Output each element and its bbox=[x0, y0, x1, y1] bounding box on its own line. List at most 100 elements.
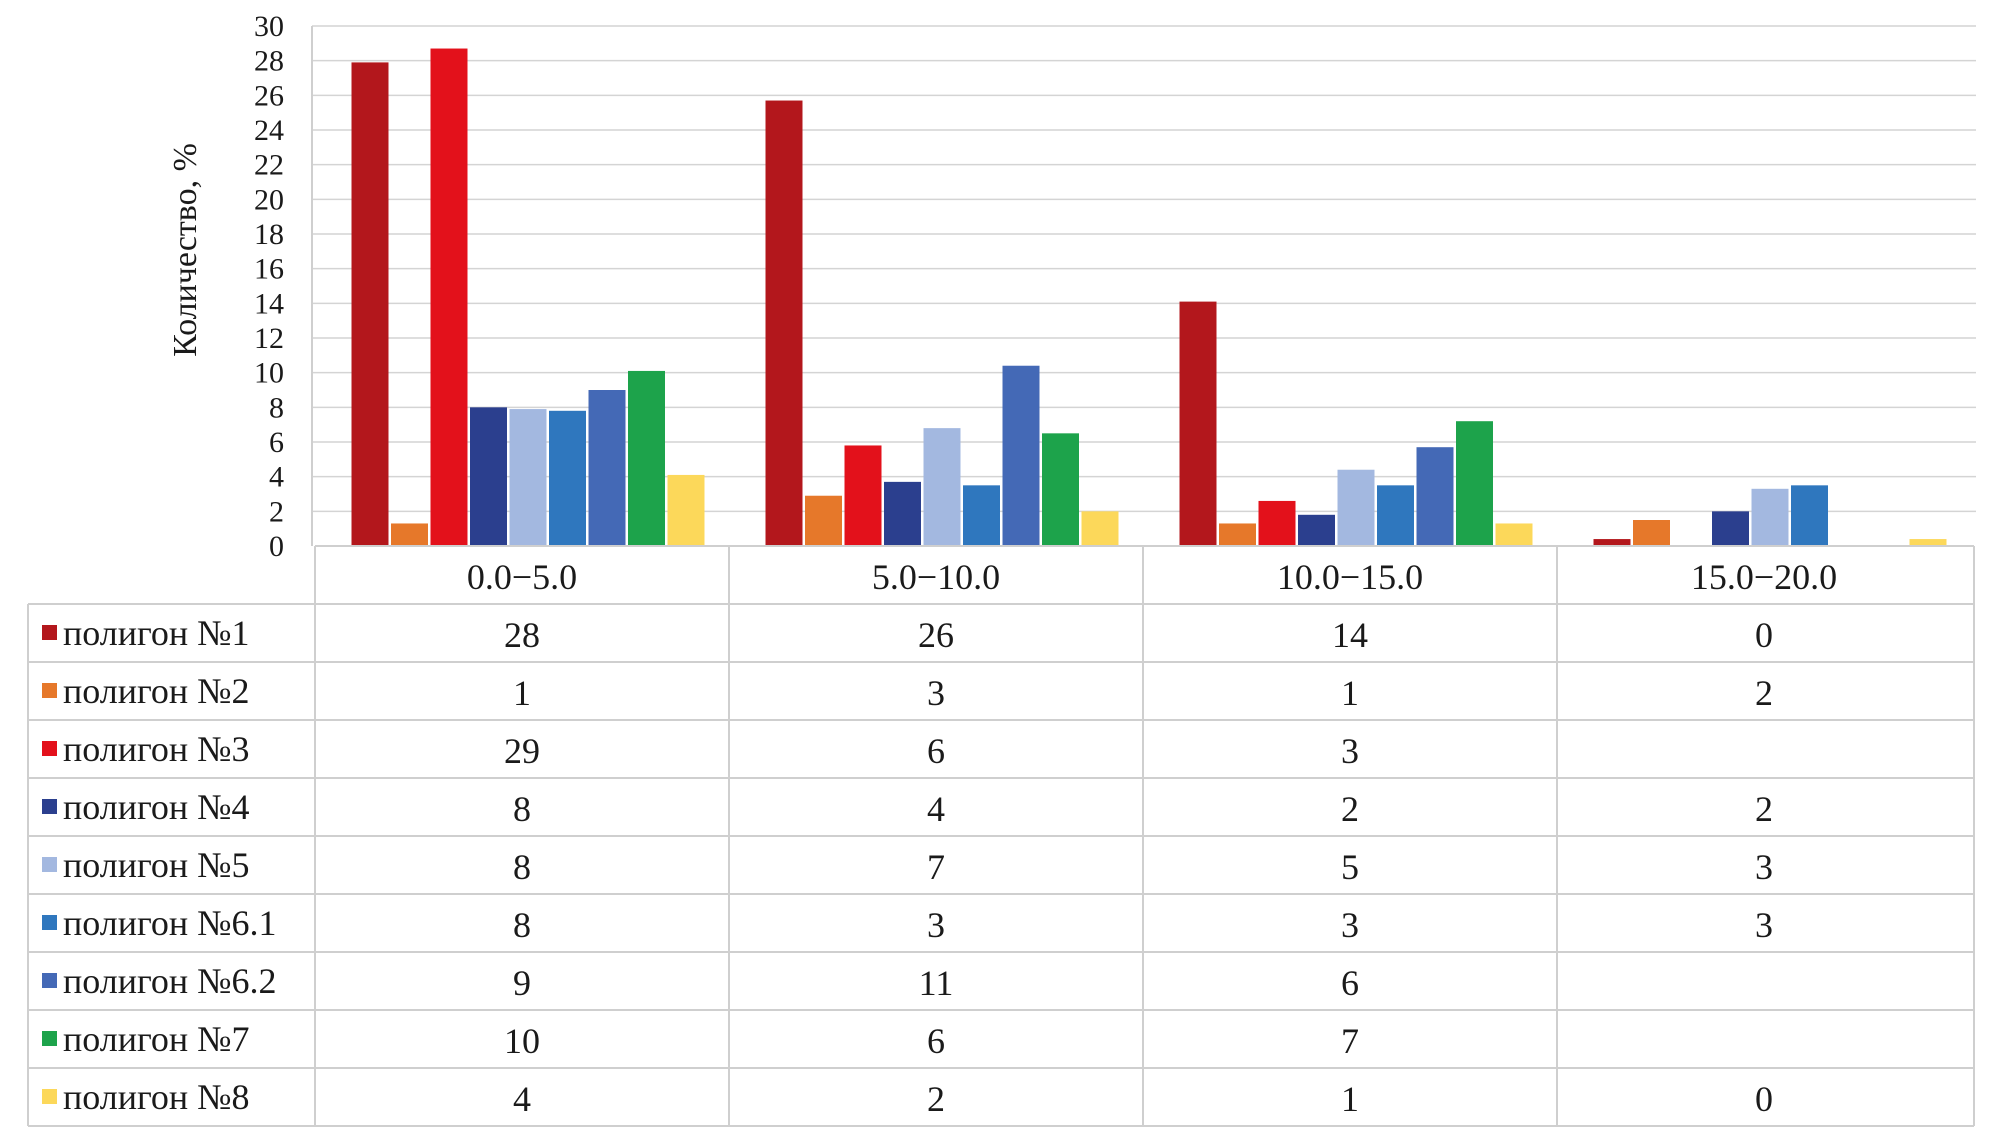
data-label: 2 bbox=[927, 1079, 945, 1119]
bar-8-10-0-15-0 bbox=[1495, 523, 1533, 546]
data-label: 8 bbox=[513, 905, 531, 945]
data-label: 3 bbox=[1341, 731, 1359, 771]
bar-5-10-0-15-0 bbox=[1337, 469, 1375, 546]
bar-2-10-0-15-0 bbox=[1219, 523, 1256, 546]
data-label: 0 bbox=[1755, 615, 1773, 655]
legend-swatch bbox=[42, 857, 57, 872]
bar-1-0-0-5-0 bbox=[351, 62, 389, 547]
legend-swatch bbox=[42, 625, 57, 640]
bar-6-1-10-0-15-0 bbox=[1377, 485, 1414, 546]
legend-swatch bbox=[42, 915, 57, 930]
data-label: 4 bbox=[513, 1079, 531, 1119]
data-label: 0 bbox=[1755, 1079, 1773, 1119]
y-tick-label: 26 bbox=[254, 79, 284, 112]
data-label: 9 bbox=[513, 963, 531, 1003]
data-label: 3 bbox=[1341, 905, 1359, 945]
y-axis-label: Количество, % bbox=[167, 143, 204, 357]
y-tick-label: 6 bbox=[269, 426, 284, 459]
legend-label: полигон №8 bbox=[63, 1077, 250, 1117]
bar-6-2-5-0-10-0 bbox=[1002, 365, 1040, 546]
data-label: 10 bbox=[504, 1021, 540, 1061]
bar-8-0-0-5-0 bbox=[667, 474, 705, 546]
y-tick-label: 28 bbox=[254, 45, 284, 78]
y-tick-label: 8 bbox=[269, 391, 284, 424]
bar-1-5-0-10-0 bbox=[765, 100, 803, 547]
bar-8-15-0-20-0 bbox=[1909, 539, 1947, 546]
legend-swatch bbox=[42, 741, 57, 756]
y-tick-label: 22 bbox=[254, 149, 284, 182]
data-label: 3 bbox=[1755, 905, 1773, 945]
gridlines bbox=[312, 25, 1976, 513]
data-label: 3 bbox=[1755, 847, 1773, 887]
data-label: 6 bbox=[927, 1021, 945, 1061]
bar-5-0-0-5-0 bbox=[509, 409, 547, 546]
legend-label: полигон №1 bbox=[63, 613, 250, 653]
bar-5-5-0-10-0 bbox=[923, 428, 961, 546]
y-tick-label: 14 bbox=[254, 287, 284, 320]
bar-7-5-0-10-0 bbox=[1042, 433, 1079, 546]
data-label: 26 bbox=[918, 615, 954, 655]
legend-swatch bbox=[42, 1089, 57, 1104]
bar-4-5-0-10-0 bbox=[884, 481, 921, 546]
data-label: 6 bbox=[1341, 963, 1359, 1003]
data-label: 7 bbox=[927, 847, 945, 887]
data-label: 6 bbox=[927, 731, 945, 771]
data-label: 4 bbox=[927, 789, 945, 829]
legend-label: полигон №6.2 bbox=[63, 961, 277, 1001]
bar-6-1-15-0-20-0 bbox=[1791, 485, 1828, 546]
bar-7-10-0-15-0 bbox=[1456, 421, 1493, 546]
data-label: 2 bbox=[1341, 789, 1359, 829]
y-tick-label: 0 bbox=[269, 530, 284, 563]
data-label: 11 bbox=[919, 963, 954, 1003]
x-tick-label: 10.0−15.0 bbox=[1277, 557, 1423, 597]
bar-4-10-0-15-0 bbox=[1298, 514, 1335, 546]
data-label: 2 bbox=[1755, 673, 1773, 713]
data-label: 8 bbox=[513, 847, 531, 887]
legend-label: полигон №2 bbox=[63, 671, 250, 711]
x-tick-label: 15.0−20.0 bbox=[1691, 557, 1837, 597]
legend-label: полигон №7 bbox=[63, 1019, 250, 1059]
legend-swatch bbox=[42, 1031, 57, 1046]
y-tick-label: 2 bbox=[269, 495, 284, 528]
bar-6-2-0-0-5-0 bbox=[588, 390, 626, 546]
bar-2-0-0-5-0 bbox=[391, 523, 428, 546]
bar-8-5-0-10-0 bbox=[1081, 511, 1119, 546]
bar-4-15-0-20-0 bbox=[1712, 511, 1749, 546]
bars bbox=[351, 48, 1947, 547]
y-tick-label: 24 bbox=[254, 114, 284, 147]
bar-3-5-0-10-0 bbox=[844, 445, 882, 546]
data-label: 1 bbox=[1341, 1079, 1359, 1119]
data-label: 1 bbox=[1341, 673, 1359, 713]
data-label: 28 bbox=[504, 615, 540, 655]
x-tick-label: 5.0−10.0 bbox=[872, 557, 1000, 597]
data-label: 2 bbox=[1755, 789, 1773, 829]
data-label: 1 bbox=[513, 673, 531, 713]
legend-label: полигон №4 bbox=[63, 787, 250, 827]
data-label: 29 bbox=[504, 731, 540, 771]
legend-swatch bbox=[42, 683, 57, 698]
data-label: 3 bbox=[927, 673, 945, 713]
bar-3-10-0-15-0 bbox=[1258, 500, 1296, 546]
y-tick-label: 12 bbox=[254, 322, 284, 355]
bar-6-1-5-0-10-0 bbox=[963, 485, 1000, 546]
y-tick-label: 10 bbox=[254, 357, 284, 390]
legend-swatch bbox=[42, 973, 57, 988]
bar-5-15-0-20-0 bbox=[1751, 488, 1789, 546]
data-label: 7 bbox=[1341, 1021, 1359, 1061]
y-tick-label: 16 bbox=[254, 253, 284, 286]
bar-2-5-0-10-0 bbox=[805, 495, 842, 546]
y-tick-label: 18 bbox=[254, 218, 284, 251]
bar-6-2-10-0-15-0 bbox=[1416, 447, 1454, 546]
bar-6-1-0-0-5-0 bbox=[549, 410, 586, 546]
bar-3-0-0-5-0 bbox=[430, 48, 468, 547]
bar-2-15-0-20-0 bbox=[1633, 520, 1670, 546]
x-tick-label: 0.0−5.0 bbox=[467, 557, 577, 597]
legend-label: полигон №3 bbox=[63, 729, 250, 769]
data-table: 0.0−5.0 5.0−10.0 10.0−15.0 15.0−20.0 полигон… bbox=[27, 545, 1975, 1127]
data-label: 8 bbox=[513, 789, 531, 829]
legend-label: полигон №6.1 bbox=[63, 903, 277, 943]
y-tick-label: 30 bbox=[254, 10, 284, 43]
bar-1-15-0-20-0 bbox=[1593, 539, 1631, 546]
data-label: 5 bbox=[1341, 847, 1359, 887]
